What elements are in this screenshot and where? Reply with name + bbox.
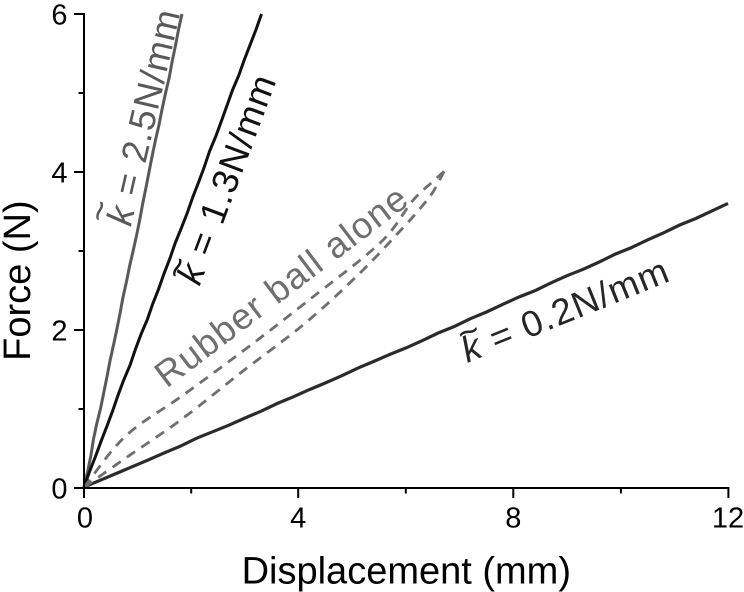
svg-text:2: 2 xyxy=(51,315,67,347)
svg-text:4: 4 xyxy=(290,503,306,535)
svg-text:Force (N): Force (N) xyxy=(0,200,39,360)
svg-text:4: 4 xyxy=(51,157,67,189)
svg-text:12: 12 xyxy=(712,503,744,535)
svg-text:0: 0 xyxy=(77,503,93,535)
svg-text:6: 6 xyxy=(51,0,67,31)
svg-text:8: 8 xyxy=(505,503,521,535)
svg-text:Displacement (mm): Displacement (mm) xyxy=(242,551,571,592)
svg-text:0: 0 xyxy=(51,473,67,505)
